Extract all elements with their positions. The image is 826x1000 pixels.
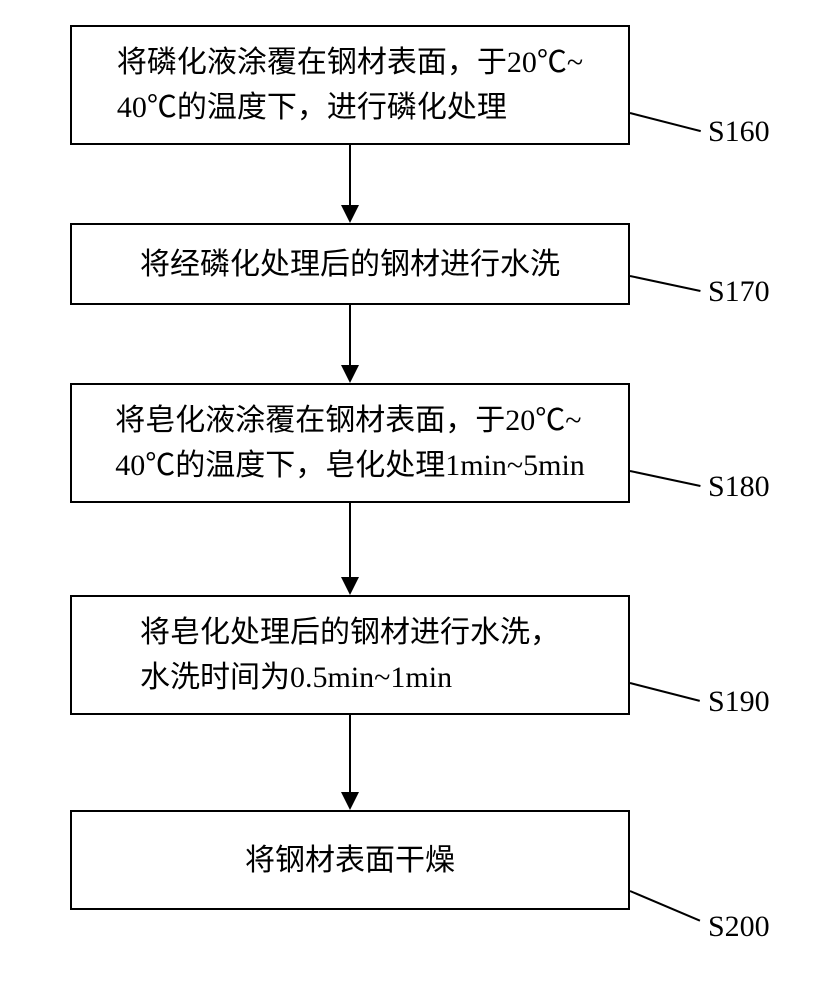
step-box-s200: 将钢材表面干燥 <box>70 810 630 910</box>
step-label-s170: S170 <box>708 275 770 309</box>
step-box-s170: 将经磷化处理后的钢材进行水洗 <box>70 223 630 305</box>
flowchart-container: 将磷化液涂覆在钢材表面，于20℃~ 40℃的温度下，进行磷化处理 S160 将经… <box>0 0 826 1000</box>
step-text-s180: 将皂化液涂覆在钢材表面，于20℃~ 40℃的温度下，皂化处理1min~5min <box>115 398 585 488</box>
leader-s170 <box>630 275 701 292</box>
step-text-s200: 将钢材表面干燥 <box>245 838 455 883</box>
step-box-s190: 将皂化处理后的钢材进行水洗， 水洗时间为0.5min~1min <box>70 595 630 715</box>
step-label-s190: S190 <box>708 685 770 719</box>
leader-s200 <box>630 890 701 922</box>
leader-s180 <box>630 470 701 487</box>
step-box-s180: 将皂化液涂覆在钢材表面，于20℃~ 40℃的温度下，皂化处理1min~5min <box>70 383 630 503</box>
step-text-s190: 将皂化处理后的钢材进行水洗， 水洗时间为0.5min~1min <box>140 610 560 700</box>
step-text-s170: 将经磷化处理后的钢材进行水洗 <box>140 242 560 287</box>
step-label-s200: S200 <box>708 910 770 944</box>
step-label-s180: S180 <box>708 470 770 504</box>
step-box-s160: 将磷化液涂覆在钢材表面，于20℃~ 40℃的温度下，进行磷化处理 <box>70 25 630 145</box>
step-text-s160: 将磷化液涂覆在钢材表面，于20℃~ 40℃的温度下，进行磷化处理 <box>117 40 583 130</box>
leader-s160 <box>630 112 701 132</box>
leader-s190 <box>630 682 700 702</box>
step-label-s160: S160 <box>708 115 770 149</box>
